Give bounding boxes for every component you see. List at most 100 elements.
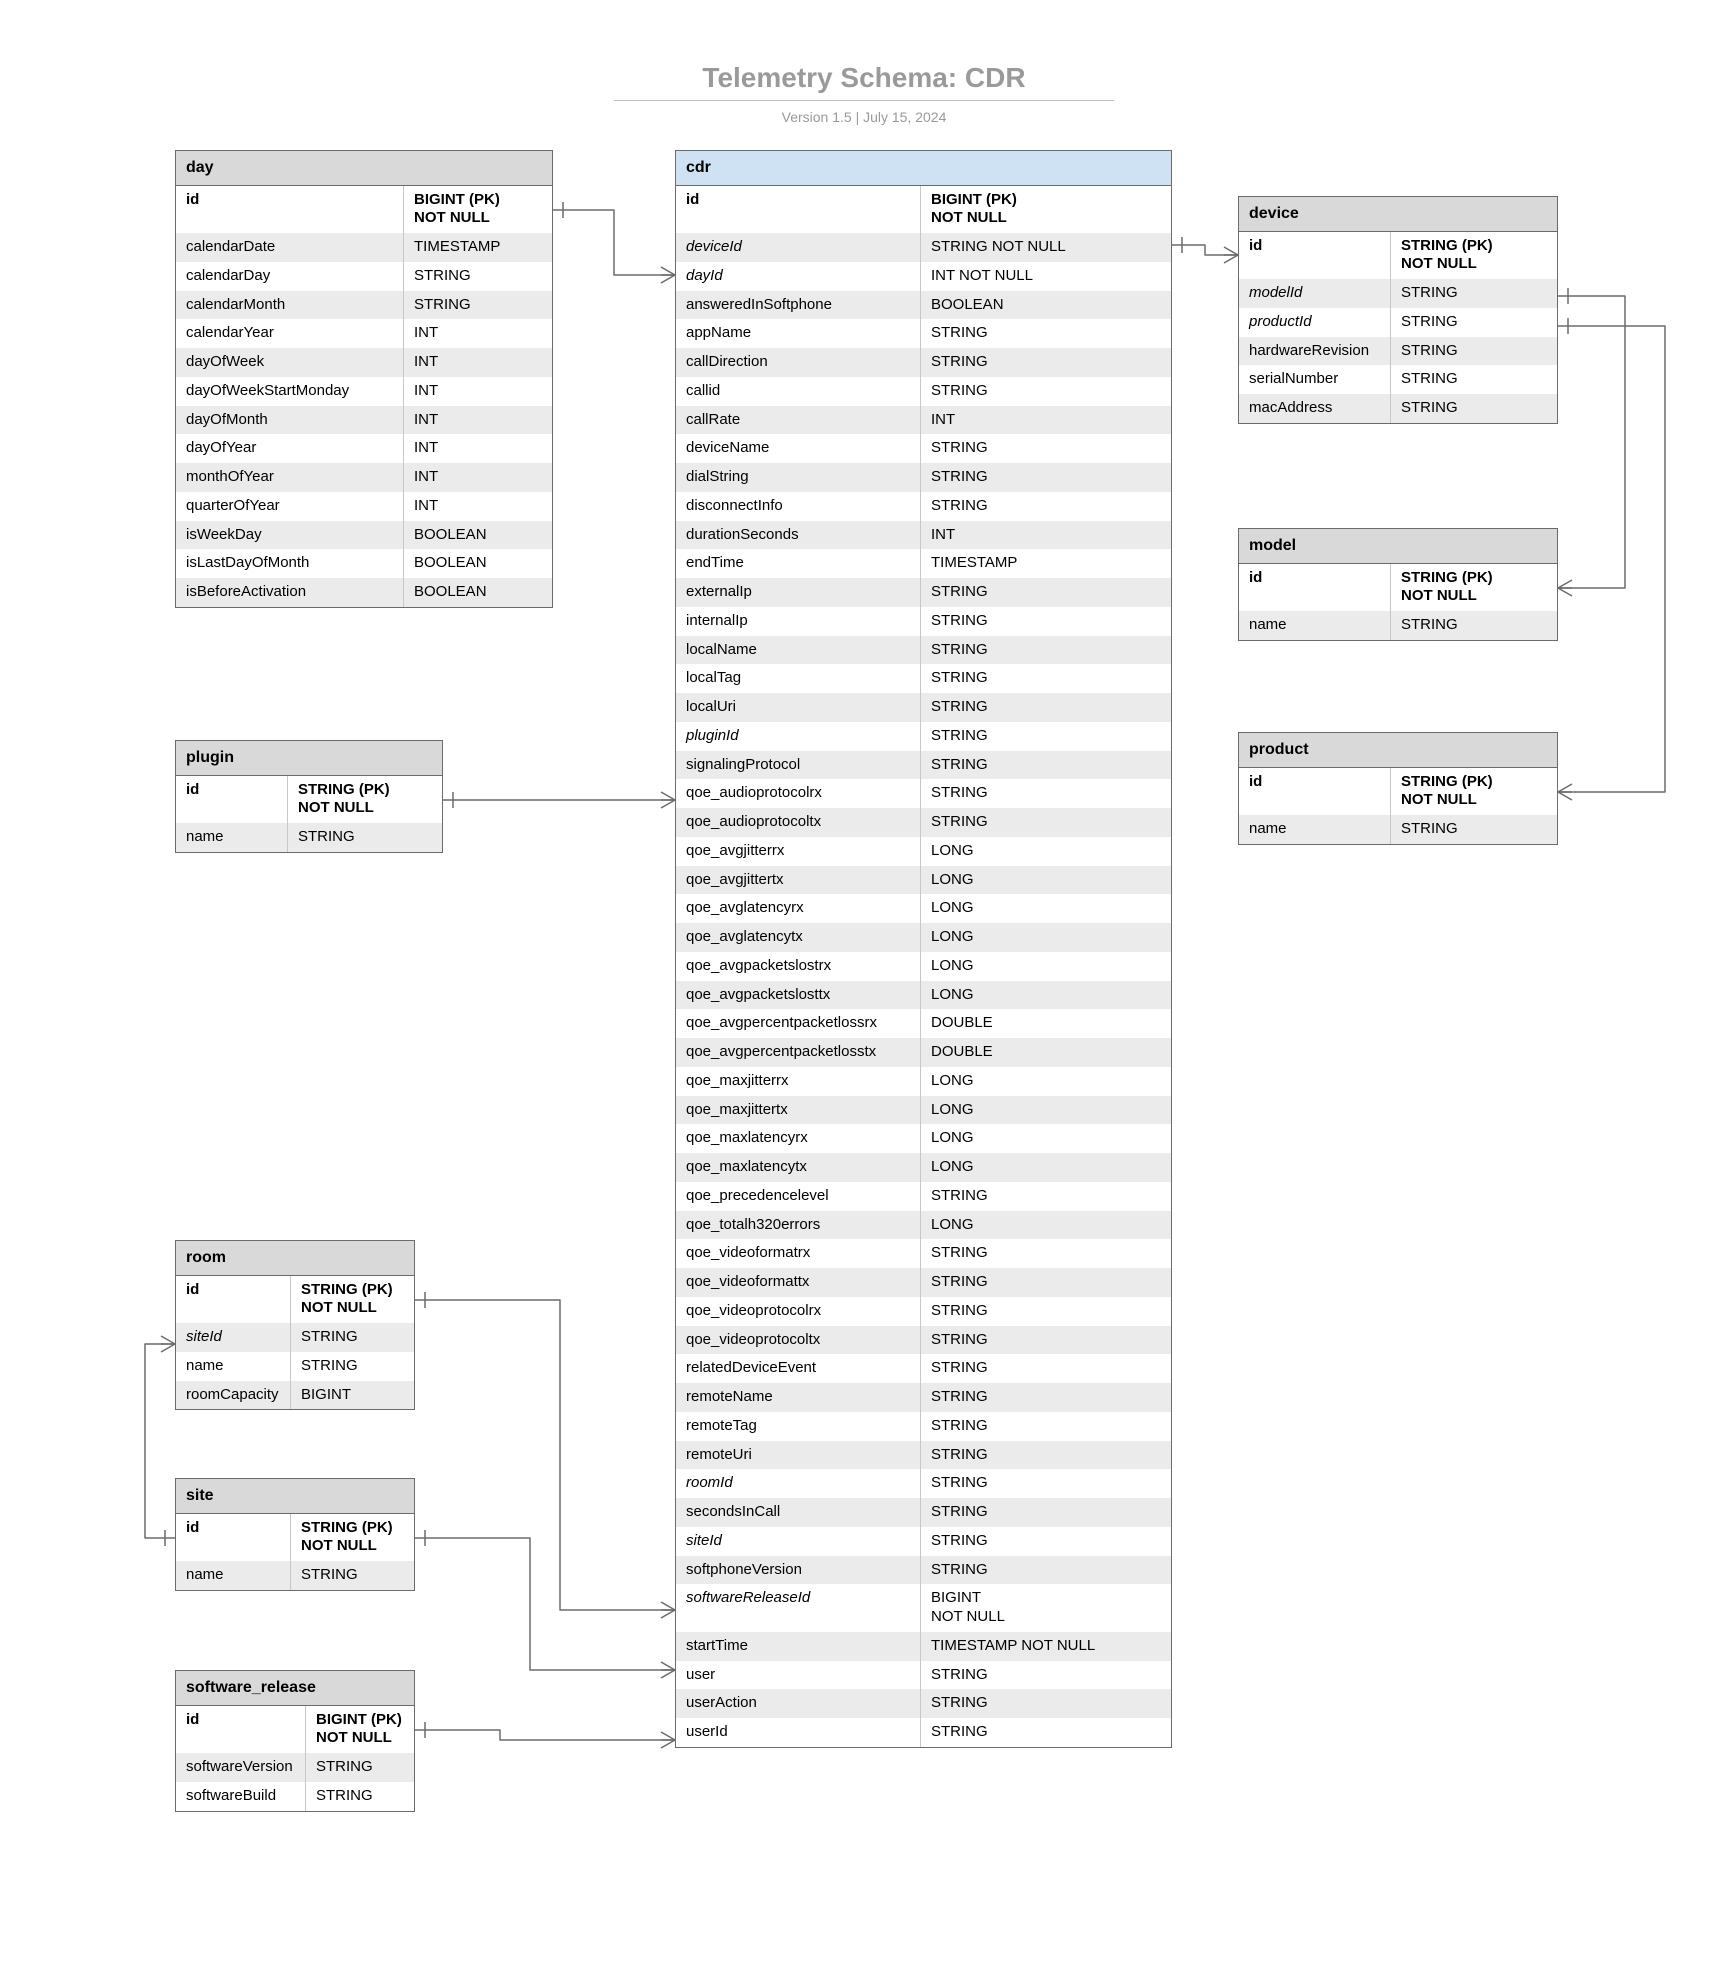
table-row: callRateINT [676, 406, 1171, 435]
column-type: STRING [921, 779, 1171, 808]
table-row: idSTRING (PK) NOT NULL [176, 1514, 414, 1562]
column-name: softwareVersion [176, 1753, 306, 1782]
column-name: deviceId [676, 233, 921, 262]
column-name: qoe_maxlatencyrx [676, 1124, 921, 1153]
column-name: dayOfYear [176, 434, 404, 463]
table-row: deviceNameSTRING [676, 434, 1171, 463]
table-row: appNameSTRING [676, 319, 1171, 348]
column-name: id [176, 186, 404, 234]
column-type: BOOLEAN [404, 521, 552, 550]
table-row: internalIpSTRING [676, 607, 1171, 636]
column-name: roomCapacity [176, 1381, 291, 1410]
column-type: INT [921, 406, 1171, 435]
column-name: isBeforeActivation [176, 578, 404, 607]
column-name: hardwareRevision [1239, 337, 1391, 366]
column-name: dayOfWeek [176, 348, 404, 377]
table-row: qoe_avgpercentpacketlossrxDOUBLE [676, 1009, 1171, 1038]
column-type: STRING [921, 636, 1171, 665]
column-name: signalingProtocol [676, 751, 921, 780]
column-name: calendarMonth [176, 291, 404, 320]
column-type: STRING [921, 1498, 1171, 1527]
column-type: STRING NOT NULL [921, 233, 1171, 262]
table-row: idBIGINT (PK) NOT NULL [176, 186, 552, 234]
entity-header: device [1239, 197, 1557, 232]
column-name: dayOfWeekStartMonday [176, 377, 404, 406]
column-name: externalIp [676, 578, 921, 607]
table-row: qoe_precedencelevelSTRING [676, 1182, 1171, 1211]
table-row: qoe_maxlatencytxLONG [676, 1153, 1171, 1182]
table-row: userIdSTRING [676, 1718, 1171, 1747]
column-name: qoe_avgjittertx [676, 866, 921, 895]
column-name: localTag [676, 664, 921, 693]
column-name: qoe_audioprotocolrx [676, 779, 921, 808]
column-type: LONG [921, 1067, 1171, 1096]
table-row: calendarYearINT [176, 319, 552, 348]
column-type: INT [404, 377, 552, 406]
column-name: qoe_avgjitterrx [676, 837, 921, 866]
column-type: STRING [921, 1268, 1171, 1297]
table-row: qoe_videoprotocolrxSTRING [676, 1297, 1171, 1326]
table-row: qoe_avgjitterrxLONG [676, 837, 1171, 866]
column-name: qoe_maxjittertx [676, 1096, 921, 1125]
entity-body: idSTRING (PK) NOT NULLnameSTRING [176, 1514, 414, 1590]
entity-cdr: cdridBIGINT (PK) NOT NULLdeviceIdSTRING … [675, 150, 1172, 1748]
table-row: remoteTagSTRING [676, 1412, 1171, 1441]
column-name: qoe_avgpacketslosttx [676, 981, 921, 1010]
column-name: callDirection [676, 348, 921, 377]
table-row: qoe_maxlatencyrxLONG [676, 1124, 1171, 1153]
table-row: dayOfMonthINT [176, 406, 552, 435]
column-type: STRING (PK) NOT NULL [1391, 232, 1557, 280]
column-name: qoe_audioprotocoltx [676, 808, 921, 837]
column-name: qoe_avglatencyrx [676, 894, 921, 923]
column-type: LONG [921, 952, 1171, 981]
column-type: STRING [921, 693, 1171, 722]
column-type: BIGINT (PK) NOT NULL [306, 1706, 414, 1754]
table-row: hardwareRevisionSTRING [1239, 337, 1557, 366]
column-type: BIGINT (PK) NOT NULL [404, 186, 552, 234]
column-type: STRING [921, 1412, 1171, 1441]
entity-header: software_release [176, 1671, 414, 1706]
column-name: qoe_maxlatencytx [676, 1153, 921, 1182]
column-type: STRING [306, 1782, 414, 1811]
table-row: qoe_videoformattxSTRING [676, 1268, 1171, 1297]
entity-room: roomidSTRING (PK) NOT NULLsiteIdSTRINGna… [175, 1240, 415, 1410]
column-name: id [1239, 564, 1391, 612]
table-row: productIdSTRING [1239, 308, 1557, 337]
entity-header: day [176, 151, 552, 186]
column-type: STRING [921, 1718, 1171, 1747]
column-name: modelId [1239, 279, 1391, 308]
column-type: TIMESTAMP [404, 233, 552, 262]
table-row: nameSTRING [176, 1561, 414, 1590]
column-type: STRING [404, 262, 552, 291]
column-type: STRING [921, 348, 1171, 377]
column-name: qoe_totalh320errors [676, 1211, 921, 1240]
column-name: name [176, 1352, 291, 1381]
column-type: STRING [921, 1527, 1171, 1556]
entity-header: site [176, 1479, 414, 1514]
column-name: calendarYear [176, 319, 404, 348]
table-row: dayOfWeekStartMondayINT [176, 377, 552, 406]
table-row: userSTRING [676, 1661, 1171, 1690]
table-row: pluginIdSTRING [676, 722, 1171, 751]
entity-body: idSTRING (PK) NOT NULLsiteIdSTRINGnameST… [176, 1276, 414, 1410]
entity-header: room [176, 1241, 414, 1276]
column-type: LONG [921, 923, 1171, 952]
column-name: callid [676, 377, 921, 406]
table-row: qoe_audioprotocolrxSTRING [676, 779, 1171, 808]
table-row: userActionSTRING [676, 1689, 1171, 1718]
column-type: INT [404, 319, 552, 348]
column-type: STRING [921, 463, 1171, 492]
column-type: TIMESTAMP [921, 549, 1171, 578]
table-row: disconnectInfoSTRING [676, 492, 1171, 521]
entity-header: model [1239, 529, 1557, 564]
table-row: durationSecondsINT [676, 521, 1171, 550]
table-row: qoe_avgpacketslosttxLONG [676, 981, 1171, 1010]
entity-header: cdr [676, 151, 1171, 186]
column-name: roomId [676, 1469, 921, 1498]
table-row: qoe_videoformatrxSTRING [676, 1239, 1171, 1268]
entity-plugin: pluginidSTRING (PK) NOT NULLnameSTRING [175, 740, 443, 853]
table-row: dayOfWeekINT [176, 348, 552, 377]
table-row: remoteNameSTRING [676, 1383, 1171, 1412]
column-name: id [176, 776, 288, 824]
table-row: qoe_videoprotocoltxSTRING [676, 1326, 1171, 1355]
